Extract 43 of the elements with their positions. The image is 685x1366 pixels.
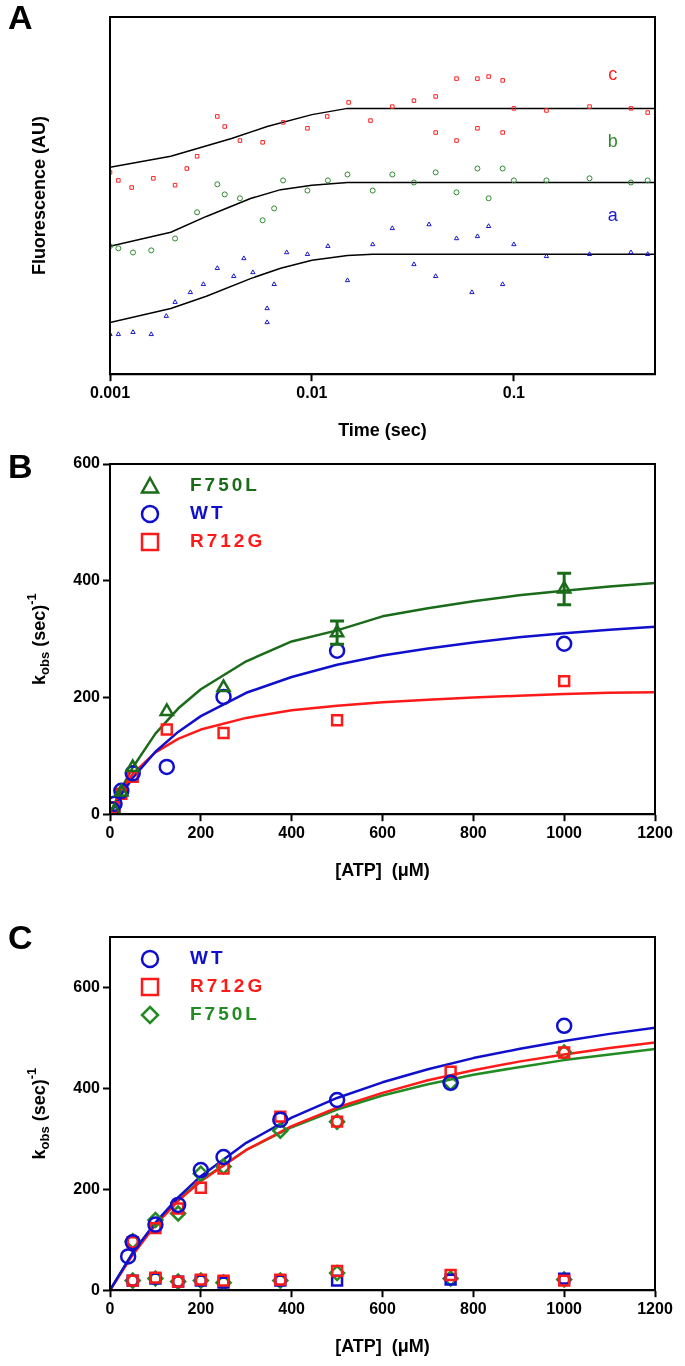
- x-tick-label: 0.1: [502, 384, 526, 402]
- y-tick-label: 0: [91, 804, 101, 822]
- x-tick-label: 200: [187, 824, 215, 842]
- x-tick-label: 800: [459, 824, 487, 842]
- x-tick-label: 800: [459, 1300, 487, 1318]
- x-tick-label: 0: [105, 1300, 115, 1318]
- chart-title: C: [8, 918, 33, 957]
- legend-label: WT: [190, 502, 226, 524]
- x-axis-title: [ATP] (μM): [335, 1336, 430, 1357]
- legend-label: F750L: [190, 474, 260, 496]
- x-tick-label: 1200: [637, 824, 673, 842]
- x-tick-label: 1000: [546, 1300, 583, 1318]
- legend-label: F750L: [190, 1003, 260, 1025]
- y-tick-label: 400: [73, 571, 101, 589]
- x-tick-label: 1200: [637, 1300, 673, 1318]
- y-tick-label: 200: [73, 1179, 101, 1197]
- x-tick-label: 200: [187, 1300, 215, 1318]
- x-tick-label: 600: [369, 1300, 396, 1318]
- x-tick-label: 0.001: [89, 384, 131, 402]
- x-tick-label: 0.01: [296, 384, 328, 402]
- y-tick-label: 400: [73, 1078, 101, 1096]
- x-tick-label: 400: [278, 824, 306, 842]
- chart-title: A: [8, 0, 33, 37]
- y-axis-title: kobs (sec)-1: [24, 1067, 52, 1160]
- legend-label: R712G: [190, 975, 266, 997]
- series-label: c: [608, 63, 618, 84]
- legend-label: R712G: [190, 530, 266, 552]
- y-tick-label: 200: [73, 687, 101, 705]
- x-tick-label: 600: [369, 824, 396, 842]
- legend-label: WT: [190, 947, 226, 969]
- x-axis-title: Time (sec): [338, 420, 427, 441]
- x-tick-label: 1000: [546, 824, 583, 842]
- y-axis-title: Fluorescence (AU): [28, 116, 49, 276]
- y-axis-title: kobs (sec)-1: [24, 593, 52, 685]
- chart-title: B: [8, 447, 33, 486]
- y-tick-label: 600: [73, 977, 101, 995]
- y-tick-label: 600: [73, 454, 101, 472]
- series-label: a: [607, 205, 619, 226]
- x-axis-title: [ATP] (μM): [335, 860, 430, 881]
- text: b: [607, 131, 618, 152]
- x-tick-label: 0: [105, 824, 115, 842]
- y-tick-label: 0: [91, 1280, 101, 1298]
- x-tick-label: 400: [278, 1300, 306, 1318]
